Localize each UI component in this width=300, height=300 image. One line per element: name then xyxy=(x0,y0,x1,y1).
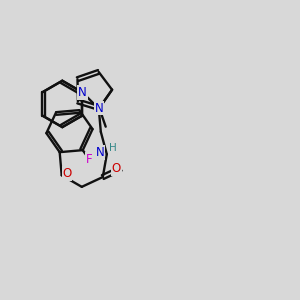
Text: F: F xyxy=(86,153,93,166)
Text: N: N xyxy=(96,146,104,159)
Text: N: N xyxy=(78,86,87,99)
Text: H: H xyxy=(109,143,117,153)
Text: O: O xyxy=(112,162,121,175)
Text: O: O xyxy=(62,167,72,180)
Text: N: N xyxy=(95,101,103,115)
